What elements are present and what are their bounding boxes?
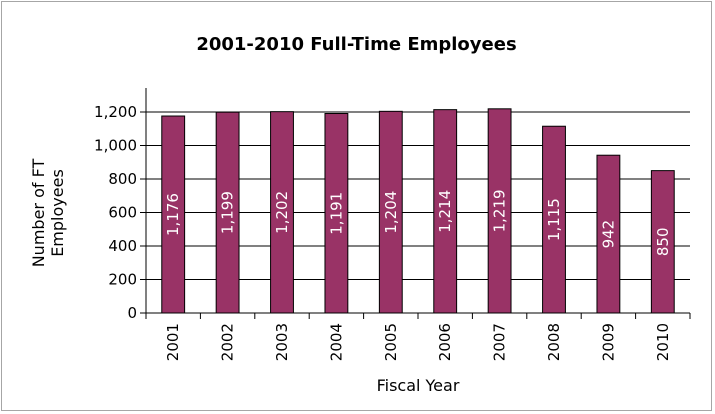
- x-tick-label: 2005: [382, 323, 400, 361]
- data-label: 1,191: [327, 192, 345, 235]
- x-tick-label: 2008: [545, 323, 563, 361]
- x-tick-label: 2003: [273, 323, 291, 361]
- x-tick-label: 2010: [654, 323, 672, 361]
- y-axis-title: Employees: [48, 169, 67, 257]
- data-label: 850: [654, 227, 672, 256]
- y-tick-label: 1,200: [94, 103, 137, 121]
- bars: [161, 108, 675, 314]
- x-tick-label: 2007: [491, 323, 509, 361]
- data-label: 1,219: [491, 189, 509, 232]
- y-tick-label: 400: [108, 237, 137, 255]
- y-axis-title: Number of FT: [29, 158, 48, 267]
- y-tick-label: 200: [108, 271, 137, 289]
- x-tick-label: 2004: [327, 323, 345, 361]
- data-label: 942: [599, 220, 617, 249]
- labels: 0 200 400 600 800 1,000 1,200 1,176 2001 1,199 200…: [29, 103, 672, 395]
- x-tick-label: 2009: [599, 323, 617, 361]
- data-label: 1,115: [545, 198, 563, 241]
- x-axis-title: Fiscal Year: [377, 376, 460, 395]
- y-tick-label: 600: [108, 204, 137, 222]
- data-label: 1,204: [382, 191, 400, 234]
- data-label: 1,176: [164, 193, 182, 236]
- chart-title: 2001-2010 Full-Time Employees: [196, 34, 517, 55]
- x-tick-label: 2001: [164, 323, 182, 361]
- x-tick-label: 2002: [219, 323, 237, 361]
- axes: [140, 88, 691, 319]
- data-label: 1,199: [219, 191, 237, 234]
- data-label: 1,214: [436, 190, 454, 233]
- y-tick-label: 800: [108, 170, 137, 188]
- data-label: 1,202: [273, 191, 291, 234]
- y-tick-label: 1,000: [94, 137, 137, 155]
- y-tick-label: 0: [127, 304, 137, 322]
- x-tick-label: 2006: [436, 323, 454, 361]
